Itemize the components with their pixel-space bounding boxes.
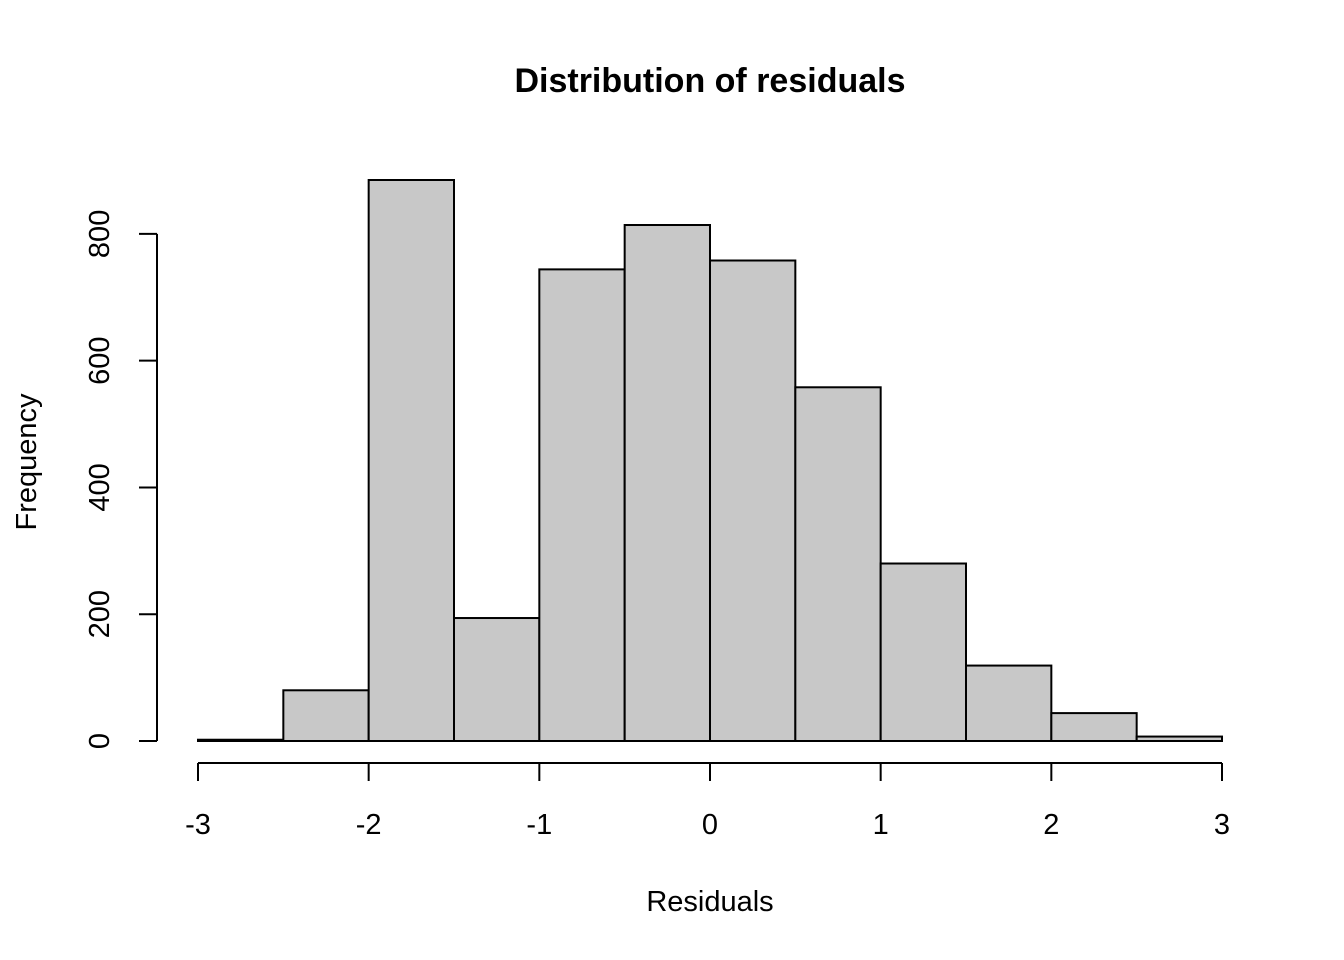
histogram-bar-4 xyxy=(538,268,626,742)
y-tick-label-2: 400 xyxy=(84,463,116,511)
y-tick-label-3: 600 xyxy=(84,336,116,384)
x-tick-label-0: -3 xyxy=(185,809,211,841)
histogram-bar-6 xyxy=(709,259,797,742)
histogram-bar-1 xyxy=(282,689,370,743)
histogram-bar-10 xyxy=(1050,712,1138,742)
histogram-bar-7 xyxy=(794,386,882,742)
y-axis: 0 200 400 600 800 xyxy=(84,210,158,749)
x-tick-label-4: 1 xyxy=(873,809,889,841)
x-axis-label: Residuals xyxy=(646,886,773,918)
histogram-bar-11 xyxy=(1135,735,1223,742)
histogram-bar-0 xyxy=(197,738,285,742)
histogram-bar-9 xyxy=(965,664,1053,742)
histogram-bar-2 xyxy=(367,179,455,742)
chart-title: Distribution of residuals xyxy=(514,62,905,100)
y-tick-label-4: 800 xyxy=(84,210,116,258)
histogram-bar-8 xyxy=(879,562,968,743)
x-tick-label-6: 3 xyxy=(1214,809,1230,841)
y-tick-label-1: 200 xyxy=(84,590,116,638)
histogram-bar-5 xyxy=(623,224,712,742)
x-tick-label-1: -2 xyxy=(356,809,382,841)
x-axis: -3 -2 -1 0 1 2 3 xyxy=(185,762,1230,841)
x-tick-label-5: 2 xyxy=(1043,809,1059,841)
bars-group xyxy=(197,179,1223,743)
histogram-bar-3 xyxy=(453,617,541,743)
x-tick-label-2: -1 xyxy=(526,809,552,841)
y-tick-label-0: 0 xyxy=(84,733,116,749)
y-axis-label: Frequency xyxy=(11,393,43,531)
x-tick-label-3: 0 xyxy=(702,809,718,841)
